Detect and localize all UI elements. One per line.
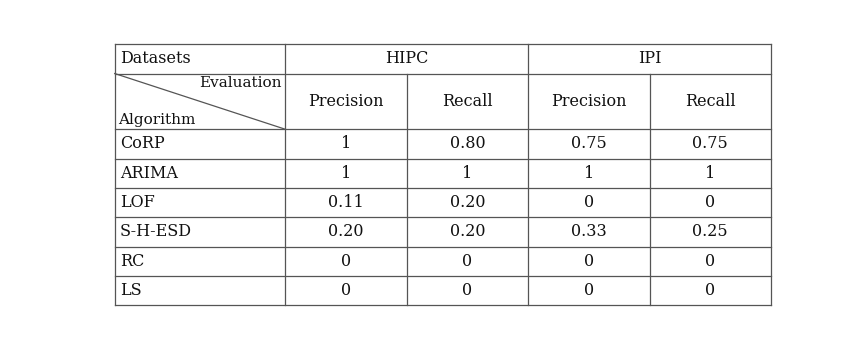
Text: 0.20: 0.20 [449, 194, 486, 211]
Text: 1: 1 [341, 135, 351, 153]
Text: 0.11: 0.11 [328, 194, 364, 211]
Text: CoRP: CoRP [120, 135, 165, 153]
Text: 1: 1 [705, 165, 715, 182]
Text: Recall: Recall [685, 93, 735, 110]
Text: 0: 0 [341, 253, 351, 270]
Text: 0: 0 [462, 282, 473, 299]
Text: 0: 0 [462, 253, 473, 270]
Text: 0.25: 0.25 [692, 224, 728, 240]
Text: 0: 0 [584, 194, 594, 211]
Text: 0: 0 [584, 253, 594, 270]
Text: 0: 0 [705, 194, 715, 211]
Text: Precision: Precision [551, 93, 626, 110]
Text: 0.75: 0.75 [571, 135, 607, 153]
Text: S-H-ESD: S-H-ESD [120, 224, 192, 240]
Text: HIPC: HIPC [385, 51, 429, 67]
Text: LOF: LOF [120, 194, 155, 211]
Text: 1: 1 [584, 165, 594, 182]
Text: 0: 0 [705, 282, 715, 299]
Text: Evaluation: Evaluation [200, 76, 282, 90]
Text: 0: 0 [341, 282, 351, 299]
Text: 0.80: 0.80 [449, 135, 486, 153]
Text: Recall: Recall [442, 93, 492, 110]
Text: 0.75: 0.75 [692, 135, 728, 153]
Text: Precision: Precision [308, 93, 384, 110]
Text: 0: 0 [584, 282, 594, 299]
Text: 0.20: 0.20 [449, 224, 486, 240]
Text: IPI: IPI [638, 51, 661, 67]
Text: 0.20: 0.20 [328, 224, 364, 240]
Text: RC: RC [120, 253, 144, 270]
Text: LS: LS [120, 282, 142, 299]
Text: ARIMA: ARIMA [120, 165, 178, 182]
Text: 0: 0 [705, 253, 715, 270]
Text: Datasets: Datasets [120, 51, 191, 67]
Text: 1: 1 [341, 165, 351, 182]
Text: Algorithm: Algorithm [118, 112, 195, 127]
Text: 1: 1 [462, 165, 473, 182]
Text: 0.33: 0.33 [571, 224, 607, 240]
